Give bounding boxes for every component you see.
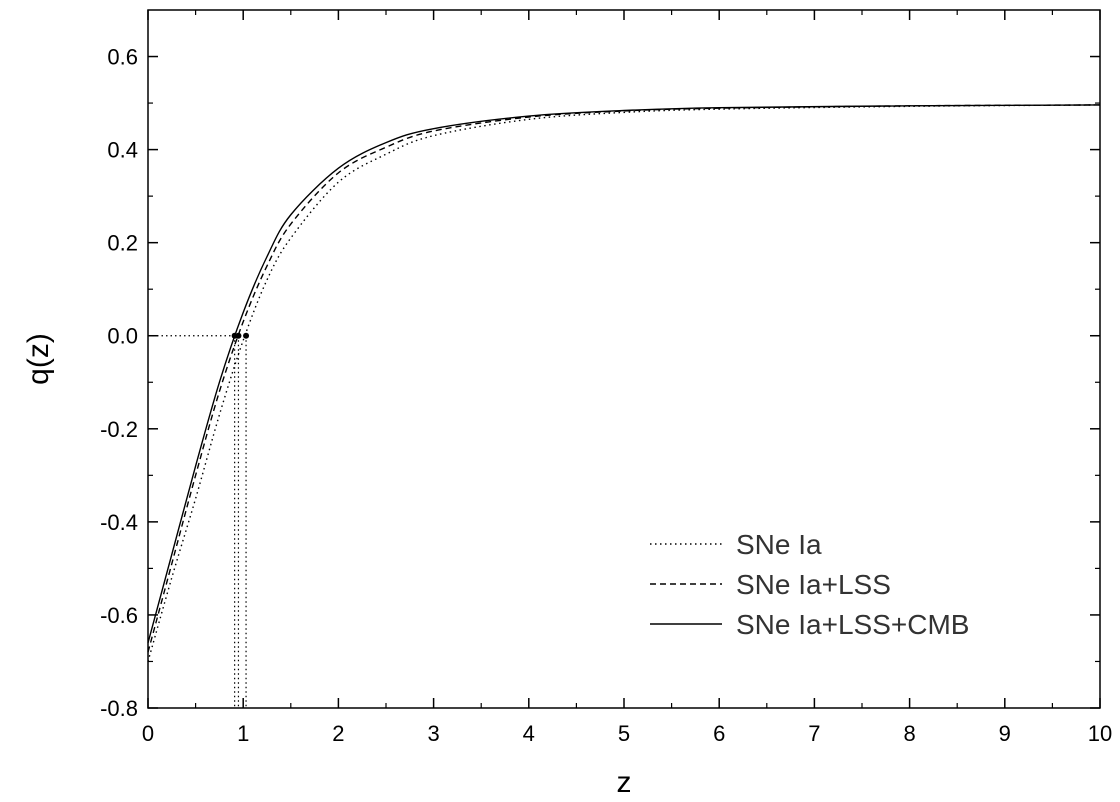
x-tick-label: 1 bbox=[237, 721, 249, 746]
plot-frame bbox=[147, 9, 1101, 709]
transition-point bbox=[231, 332, 238, 339]
transition-points bbox=[231, 332, 250, 339]
x-tick-label: 6 bbox=[713, 721, 725, 746]
legend-label: SNe Ia+LSS bbox=[736, 569, 891, 600]
y-axis-title: q(z) bbox=[22, 333, 55, 385]
y-tick-label: 0.0 bbox=[107, 324, 138, 349]
series-lines bbox=[147, 104, 1101, 662]
legend-label: SNe Ia bbox=[736, 529, 822, 560]
legend: SNe Ia SNe Ia+LSS SNe Ia+LSS+CMB bbox=[650, 529, 969, 640]
y-tick-label: -0.4 bbox=[100, 510, 138, 535]
y-tick-label: 0.2 bbox=[107, 231, 138, 256]
x-axis-title: z bbox=[617, 766, 632, 799]
x-tick-label: 4 bbox=[523, 721, 535, 746]
x-tick-label: 10 bbox=[1088, 721, 1112, 746]
x-tick-label: 3 bbox=[427, 721, 439, 746]
transition-guides bbox=[148, 335, 247, 708]
y-tick-label: -0.2 bbox=[100, 417, 138, 442]
axis-ticks bbox=[147, 10, 1101, 709]
x-tick-label: 8 bbox=[903, 721, 915, 746]
y-tick-label: -0.6 bbox=[100, 603, 138, 628]
series-line-dashed bbox=[147, 104, 1101, 653]
series-line-dotted bbox=[147, 104, 1101, 662]
x-tick-label: 0 bbox=[142, 721, 154, 746]
x-tick-label: 2 bbox=[332, 721, 344, 746]
y-tick-label: -0.8 bbox=[100, 696, 138, 721]
y-tick-labels: -0.8 -0.6 -0.4 -0.2 0.0 0.2 0.4 0.6 bbox=[100, 45, 138, 721]
transition-point bbox=[243, 332, 250, 339]
series-line-solid bbox=[147, 104, 1101, 644]
y-tick-label: 0.6 bbox=[107, 45, 138, 70]
x-tick-labels: 0 1 2 3 4 5 6 7 8 9 10 bbox=[142, 721, 1112, 746]
x-tick-label: 5 bbox=[618, 721, 630, 746]
x-tick-label: 7 bbox=[808, 721, 820, 746]
legend-label: SNe Ia+LSS+CMB bbox=[736, 609, 969, 640]
y-tick-label: 0.4 bbox=[107, 138, 138, 163]
x-tick-label: 9 bbox=[999, 721, 1011, 746]
